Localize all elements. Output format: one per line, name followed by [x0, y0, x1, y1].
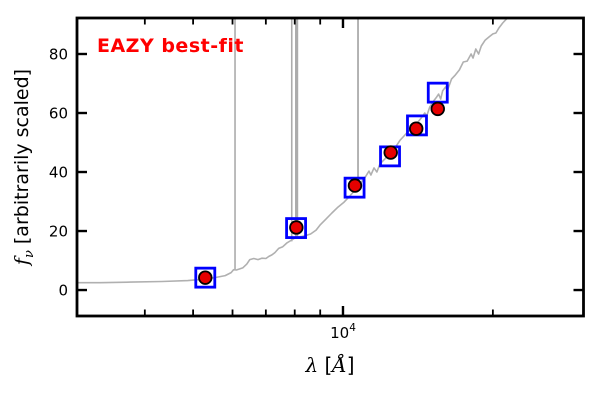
y-tick-label: 0: [58, 282, 68, 300]
observed-photometry-circle: [383, 145, 398, 160]
x-axis-label: λ [Å]: [305, 353, 354, 377]
y-tick-label: 80: [49, 45, 68, 63]
model-photometry-square: [426, 81, 449, 104]
best-fit-annotation: EAZY best-fit: [97, 35, 244, 57]
plot-content: [77, 18, 508, 284]
x-label-open-bracket: [: [318, 353, 333, 377]
observed-photometry-circle: [198, 270, 213, 285]
x-tick-label: 104: [330, 322, 356, 342]
x-label-close-bracket: ]: [346, 353, 355, 377]
model-photometry-square: [285, 217, 307, 239]
model-photometry-square: [194, 266, 217, 289]
y-tick-label: 40: [49, 164, 68, 182]
y-label-units: [arbitrarily scaled]: [11, 68, 34, 251]
observed-photometry-circle: [409, 121, 424, 136]
y-axis-label: fν [arbitrarily scaled]: [11, 69, 37, 265]
observed-photometry-circle: [430, 101, 445, 117]
y-tick-label: 60: [49, 105, 68, 123]
y-tick-label: 20: [49, 223, 68, 241]
lambda-symbol: λ: [305, 353, 319, 377]
model-photometry-square: [343, 176, 366, 199]
nu-subscript: ν: [21, 250, 37, 259]
observed-photometry-circle: [289, 220, 304, 235]
model-spectrum-line: [77, 18, 508, 284]
axes-frame: [75, 16, 585, 318]
observed-photometry-circle: [347, 178, 363, 193]
f-symbol: f: [11, 258, 34, 266]
angstrom-symbol: Å: [332, 353, 347, 377]
